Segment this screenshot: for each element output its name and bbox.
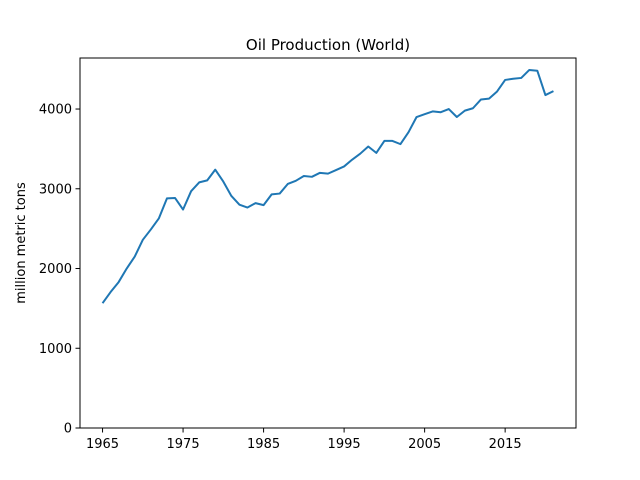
x-tick-label: 1975 <box>167 437 200 452</box>
plot-area: 1965 1975 1985 1995 2005 2015 0 1000 2000 3000 40… <box>39 57 577 452</box>
series-line-0 <box>101 68 554 304</box>
x-tick-label: 1995 <box>328 437 361 452</box>
y-tick-label: 2000 <box>39 262 72 277</box>
y-axis: 0 1000 2000 3000 4000 <box>39 103 80 437</box>
y-tick-label: 4000 <box>39 103 72 118</box>
x-tick-label: 1965 <box>86 437 119 452</box>
x-axis: 1965 1975 1985 1995 2005 2015 <box>86 428 522 452</box>
y-tick-label: 3000 <box>39 182 72 197</box>
x-tick-label: 2005 <box>408 437 441 452</box>
y-tick-label: 1000 <box>39 342 72 357</box>
chart-title: Oil Production (World) <box>246 36 410 54</box>
y-axis-label: million metric tons <box>14 182 29 304</box>
series-layer <box>101 68 554 304</box>
y-tick-label: 0 <box>64 422 72 437</box>
x-tick-label: 1985 <box>247 437 280 452</box>
x-tick-label: 2015 <box>489 437 522 452</box>
plot-frame <box>80 58 576 428</box>
axes-border <box>79 57 577 429</box>
